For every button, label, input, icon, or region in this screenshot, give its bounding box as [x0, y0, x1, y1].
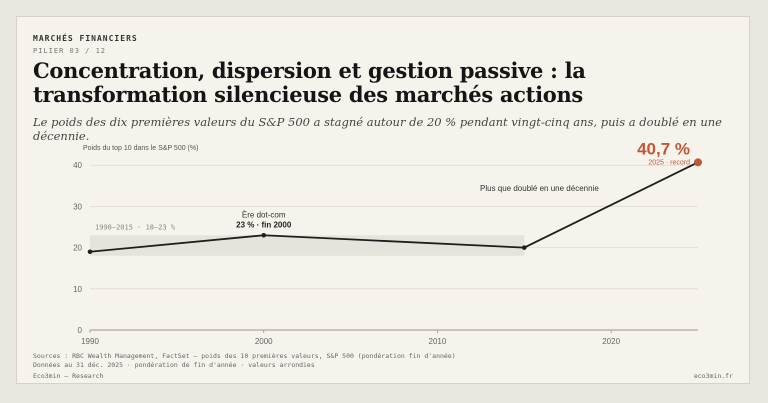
data-point [261, 232, 267, 238]
kicker: MARCHÉS FINANCIERS [33, 34, 138, 43]
range-band-rect [90, 235, 525, 256]
line-chart: 1990–2015 · 18–23 % 0 10 20 30 40 1990 2000 201… [73, 139, 702, 346]
page-title: Concentration, dispersion et gestion pas… [33, 58, 586, 107]
x-tick-label: 1990 [81, 337, 99, 346]
x-tick-label: 2000 [255, 337, 273, 346]
y-tick-label: 0 [78, 326, 83, 335]
series-line [89, 161, 699, 253]
brand-label: Eco3min — Research [33, 372, 104, 380]
range-band: 1990–2015 · 18–23 % [90, 223, 525, 256]
x-tick-label: 2010 [429, 337, 447, 346]
y-tick-label: 30 [73, 202, 82, 211]
annotation-record-note: 2025 · record [648, 159, 690, 166]
pillar-label: PILIER 03 / 12 [33, 47, 107, 55]
subtitle: Le poids des dix premières valeurs du S&… [33, 115, 722, 143]
data-note: Données au 31 déc. 2025 · pondération de… [33, 361, 315, 369]
y-tick-label: 40 [73, 161, 82, 170]
annotation-doubled: Plus que doublé en une décennie [480, 184, 599, 193]
annotation-record-value: 40,7 % [637, 139, 690, 158]
annotation-dotcom-value: 23 % · fin 2000 [236, 220, 292, 229]
record-point [694, 158, 702, 167]
chart-card: MARCHÉS FINANCIERS PILIER 03 / 12 Concen… [16, 16, 750, 384]
site-link[interactable]: eco3min.fr [693, 372, 733, 380]
x-tick-label: 2020 [602, 337, 620, 346]
y-tick-label: 10 [73, 285, 82, 294]
series [87, 158, 702, 255]
y-axis-label: Poids du top 10 dans le S&P 500 (%) [83, 145, 199, 152]
annotation-dotcom-title: Ère dot-com [242, 210, 286, 219]
data-point [87, 249, 93, 255]
y-tick-label: 20 [73, 244, 82, 253]
data-point [521, 245, 527, 250]
sources-note: Sources : RBC Wealth Management, FactSet… [33, 352, 456, 360]
axes: 0 10 20 30 40 1990 2000 2010 2020 [73, 161, 620, 346]
range-band-label: 1990–2015 · 18–23 % [95, 223, 176, 231]
